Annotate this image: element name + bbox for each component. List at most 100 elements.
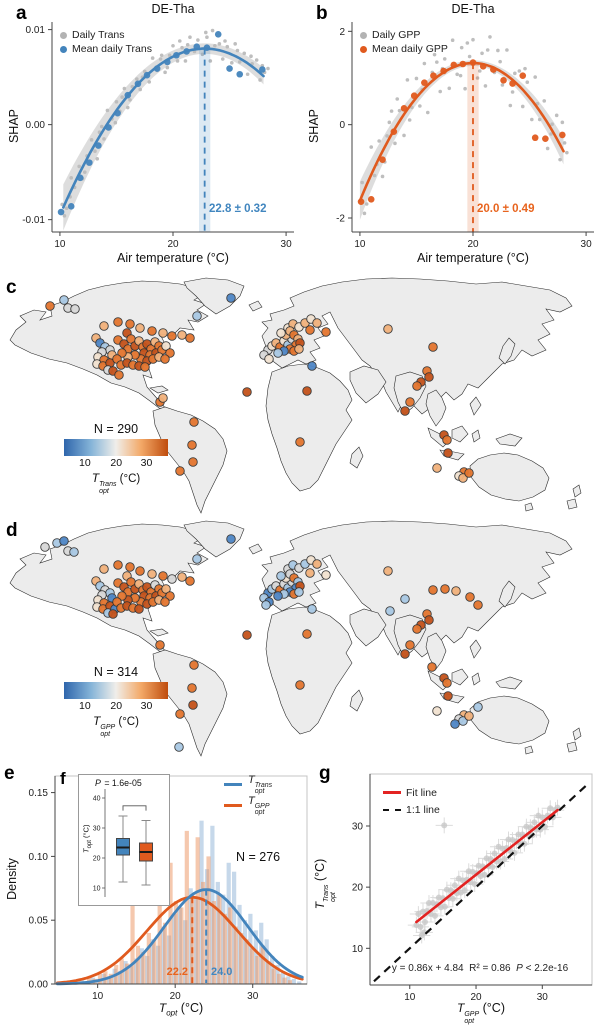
gray-dot-icon — [60, 31, 67, 39]
y-axis-label-f: Topt (°C) — [81, 824, 93, 853]
legend-item-daily-gpp: Daily GPP — [360, 28, 448, 42]
svg-text:-2: -2 — [336, 214, 345, 225]
legend-item-daily-trans: Daily Trans — [60, 28, 152, 42]
unit-label: (°C) — [118, 716, 139, 728]
legend-item-topt-gpp: T GPP opt — [224, 795, 272, 816]
svg-text:10: 10 — [404, 992, 416, 1003]
symbol-sub: opt — [100, 730, 111, 738]
colorbar-gradient-icon — [64, 682, 168, 699]
svg-text:2: 2 — [339, 27, 345, 38]
legend-label: T GPP opt — [248, 794, 270, 816]
svg-text:0.15: 0.15 — [29, 788, 49, 799]
svg-text:10: 10 — [352, 944, 364, 955]
symbol-T: T — [93, 714, 101, 728]
panel-label-e: e — [4, 763, 15, 784]
y-axis-label-a: SHAP — [7, 108, 21, 144]
colorbar-tick: 10 — [79, 700, 91, 712]
svg-text:40: 40 — [93, 796, 101, 803]
regression-equation: y = 0.86x + 4.84 R² = 0.86 P < 2.2e-16 — [391, 963, 569, 974]
legend-label: Mean daily GPP — [372, 43, 448, 55]
legend-label: Daily Trans — [72, 29, 125, 41]
svg-text:10: 10 — [93, 886, 101, 893]
density-plot-svg: 10 20 30 0.00 0.05 0.10 0.15 — [29, 775, 308, 1002]
colorbar-tick: 30 — [140, 700, 153, 712]
svg-text:10: 10 — [92, 991, 104, 1002]
inset-boxplot: 10 20 30 40 P = 1.6e-05 Topt (°C) — [78, 774, 170, 906]
svg-text:20: 20 — [167, 239, 179, 250]
panel-b: 10 20 30 2 0 -2 b DE-Tha SHAP Air temperature… — [300, 0, 600, 276]
colorbar-trans: N = 290 10 20 30 T Trans opt (°C) — [60, 422, 172, 495]
dashed-line-icon — [383, 808, 401, 811]
x-axis-label-g: T GPP opt (°C) — [457, 1001, 505, 1025]
colorbar-gpp: N = 314 10 20 30 T GPP opt (°C) — [60, 665, 172, 738]
mean-annotation-trans: 24.0 — [211, 966, 233, 978]
site-title-a: DE-Tha — [151, 2, 195, 16]
panel-d: d N = 314 10 20 30 T GPP opt (°C) — [0, 519, 600, 762]
svg-text:30: 30 — [281, 239, 293, 250]
optimum-annotation-b: 20.0 ± 0.49 — [477, 203, 535, 215]
y-axis-label-e: Density — [5, 858, 19, 900]
symbol-sup: Trans — [99, 481, 117, 488]
panel-label-f: f — [60, 769, 66, 788]
site-title-b: DE-Tha — [451, 2, 495, 16]
legend-item-one-one-line: 1:1 line — [383, 801, 440, 818]
colorbar-ticks: 10 20 30 — [60, 700, 172, 713]
unit-label: (°C) — [180, 1001, 204, 1015]
p-value-label-f: P = 1.6e-05 — [95, 778, 142, 788]
mean-annotation-gpp: 22.2 — [166, 966, 188, 978]
panel-label-d: d — [6, 520, 18, 541]
svg-text:20: 20 — [467, 239, 479, 250]
legend-b: Daily GPP Mean daily GPP — [360, 28, 448, 56]
svg-text:30: 30 — [352, 821, 364, 832]
site-count-c: N = 290 — [93, 422, 139, 436]
legend-label: 1:1 line — [406, 803, 440, 816]
svg-text:0: 0 — [339, 120, 345, 131]
topt-scatter-svg: 10 20 30 10 20 30 — [352, 773, 593, 1003]
colorbar-tick: 30 — [140, 457, 153, 469]
svg-text:20: 20 — [470, 992, 482, 1003]
symbol-T: T — [158, 1001, 167, 1015]
legend-item-mean-daily-trans: Mean daily Trans — [60, 42, 152, 56]
colorbar-label-gpp: T GPP opt (°C) — [60, 714, 172, 738]
symbol-sub: opt — [99, 487, 109, 495]
legend-item-topt-trans: T Trans opt — [224, 774, 272, 795]
orange-line-icon — [224, 803, 242, 808]
panel-e: 10 20 30 0.00 0.05 0.10 0.15 e Density Topt (°… — [0, 762, 315, 1025]
colorbar-gradient-icon — [64, 439, 168, 456]
svg-text:0.10: 0.10 — [29, 852, 49, 863]
site-count-e: N = 276 — [236, 850, 281, 864]
svg-text:30: 30 — [93, 826, 101, 833]
svg-text:30: 30 — [537, 992, 549, 1003]
world-map-trans-svg — [9, 277, 582, 514]
svg-text:10: 10 — [354, 239, 366, 250]
x-axis-label-e: Topt (°C) — [55, 1001, 307, 1018]
panel-c: c N = 290 10 20 30 T Trans opt (°C) — [0, 276, 600, 519]
symbol-T: T — [91, 471, 100, 485]
x-axis-label-a: Air temperature (°C) — [117, 251, 229, 265]
unit-label: (°C) — [119, 473, 141, 485]
red-line-icon — [383, 790, 401, 795]
panel-g: 10 20 30 10 20 30 g T Trans opt (°C) T GPP opt (°… — [313, 762, 600, 1025]
panel-label-b: b — [316, 3, 328, 24]
symbol-sub: opt — [166, 1008, 178, 1018]
legend-item-mean-daily-gpp: Mean daily GPP — [360, 42, 448, 56]
orange-dot-icon — [360, 45, 367, 53]
svg-text:10: 10 — [54, 239, 66, 250]
panel-label-a: a — [16, 3, 27, 24]
legend-label: Fit line — [406, 786, 437, 799]
svg-text:-0.01: -0.01 — [22, 215, 45, 226]
legend-g: Fit line 1:1 line — [383, 784, 440, 818]
optimum-annotation-a: 22.8 ± 0.32 — [209, 203, 267, 215]
boxplot-svg: 10 20 30 40 — [93, 789, 153, 897]
colorbar-ticks: 10 20 30 — [60, 457, 172, 470]
y-axis-label-g: T Trans opt (°C) — [313, 858, 337, 910]
colorbar-tick: 10 — [79, 457, 91, 469]
panel-label-c: c — [6, 277, 17, 298]
shap-trans-plot: 10 20 30 0.01 0.00 -0.01 — [22, 22, 294, 250]
colorbar-tick: 20 — [110, 700, 123, 712]
legend-label: Daily GPP — [372, 29, 421, 41]
x-axis-label-b: Air temperature (°C) — [417, 251, 529, 265]
colorbar-label-trans: T Trans opt (°C) — [60, 471, 172, 495]
